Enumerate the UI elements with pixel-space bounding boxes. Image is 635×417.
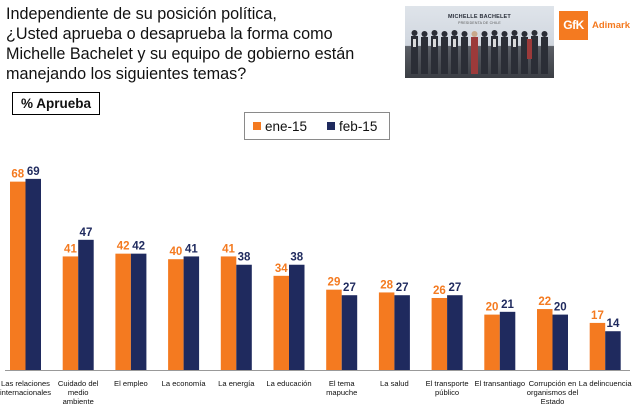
- bar-ene: [62, 256, 79, 370]
- category-label: Corrupción en: [529, 379, 577, 388]
- survey-question: Independiente de su posición política, ¿…: [6, 4, 401, 84]
- question-line: Michelle Bachelet y su equipo de gobiern…: [6, 45, 355, 63]
- category-label: internacionales: [0, 388, 51, 397]
- category-label: mapuche: [326, 388, 357, 397]
- category-label: La educación: [266, 379, 311, 388]
- data-label-ene: 42: [117, 241, 130, 253]
- category-label: organismos del: [527, 388, 579, 397]
- category-label: ambiente: [63, 397, 94, 406]
- bar-feb: [341, 295, 358, 370]
- legend-label-ene: ene-15: [265, 118, 308, 134]
- category-label: público: [435, 388, 459, 397]
- bar-ene: [10, 181, 26, 370]
- data-label-feb: 38: [238, 252, 251, 264]
- data-label-ene: 22: [538, 296, 551, 308]
- adimark-logo-text: Adimark: [592, 19, 631, 31]
- gfk-logo-mark: GfK: [559, 10, 588, 40]
- category-label: La economía: [162, 379, 207, 388]
- data-label-feb: 27: [396, 282, 409, 294]
- bar-feb: [447, 295, 463, 370]
- photo-people: [411, 30, 548, 74]
- legend-item-feb: feb-15: [327, 119, 377, 134]
- category-label: El empleo: [114, 379, 148, 388]
- category-label: Estado: [541, 397, 565, 406]
- data-label-ene: 29: [328, 277, 341, 289]
- bar-feb: [183, 256, 200, 370]
- data-label-ene: 68: [11, 169, 24, 181]
- bar-feb: [605, 331, 621, 370]
- photo-banner: MICHELLE BACHELET: [448, 14, 511, 20]
- category-label: El tema: [329, 379, 356, 388]
- data-label-feb: 41: [185, 243, 198, 255]
- category-label: Cuidado del: [58, 379, 99, 388]
- data-label-ene: 17: [591, 310, 604, 322]
- bar-feb: [394, 295, 410, 370]
- question-line: Independiente de su posición política,: [6, 5, 277, 23]
- bar-ene: [484, 314, 500, 370]
- gfk-adimark-logo: GfK Adimark: [559, 10, 630, 40]
- bar-ene: [273, 275, 289, 370]
- question-line: manejando los siguientes temas?: [6, 65, 247, 83]
- category-label: Las relaciones: [1, 379, 50, 388]
- category-label: medio: [68, 388, 89, 397]
- bar-feb: [236, 264, 252, 370]
- metric-label: % Aprueba: [12, 92, 100, 115]
- bar-ene: [378, 292, 395, 370]
- data-label-ene: 41: [64, 243, 77, 255]
- legend-swatch-ene: [253, 122, 261, 130]
- data-label-ene: 26: [433, 285, 446, 297]
- data-label-feb: 14: [607, 318, 620, 330]
- category-label: La delincuencia: [579, 379, 633, 388]
- bar-ene: [115, 253, 131, 370]
- data-label-ene: 28: [380, 279, 393, 291]
- data-label-ene: 41: [222, 243, 235, 255]
- category-label: La salud: [380, 379, 409, 388]
- data-label-ene: 40: [169, 246, 182, 258]
- bar-feb: [25, 178, 41, 370]
- bar-feb: [78, 239, 94, 370]
- legend-swatch-feb: [327, 122, 336, 130]
- legend-label-feb: feb-15: [339, 118, 378, 134]
- data-label-feb: 20: [554, 302, 567, 314]
- data-label-feb: 69: [27, 166, 40, 178]
- data-label-ene: 20: [486, 302, 499, 314]
- data-label-ene: 34: [275, 263, 288, 275]
- bar-feb: [130, 253, 147, 370]
- photo-subbanner: PRESIDENTA DE CHILE: [458, 21, 501, 25]
- category-label: El transporte: [426, 379, 469, 388]
- question-line: ¿Usted aprueba o desaprueba la forma com…: [6, 25, 333, 43]
- bar-feb: [289, 264, 305, 370]
- data-label-feb: 27: [343, 282, 356, 294]
- bar-ene: [589, 322, 606, 370]
- chart-legend: ene-15 feb-15: [244, 112, 390, 140]
- bar-feb: [552, 314, 568, 370]
- legend-item-ene: ene-15: [253, 119, 307, 134]
- data-label-feb: 42: [132, 241, 145, 253]
- data-label-feb: 38: [290, 252, 303, 264]
- bar-ene: [537, 309, 553, 370]
- bar-ene: [431, 297, 448, 370]
- bar-ene: [326, 289, 342, 370]
- data-label-feb: 47: [80, 227, 93, 239]
- category-label: La energía: [218, 379, 255, 388]
- bar-ene: [220, 256, 237, 370]
- bar-ene: [168, 259, 184, 370]
- cabinet-photo: MICHELLE BACHELET PRESIDENTA DE CHILE: [405, 6, 554, 78]
- data-label-feb: 21: [501, 299, 514, 311]
- category-label: El transantiago: [474, 379, 525, 388]
- data-label-feb: 27: [448, 282, 461, 294]
- bar-feb: [499, 311, 516, 370]
